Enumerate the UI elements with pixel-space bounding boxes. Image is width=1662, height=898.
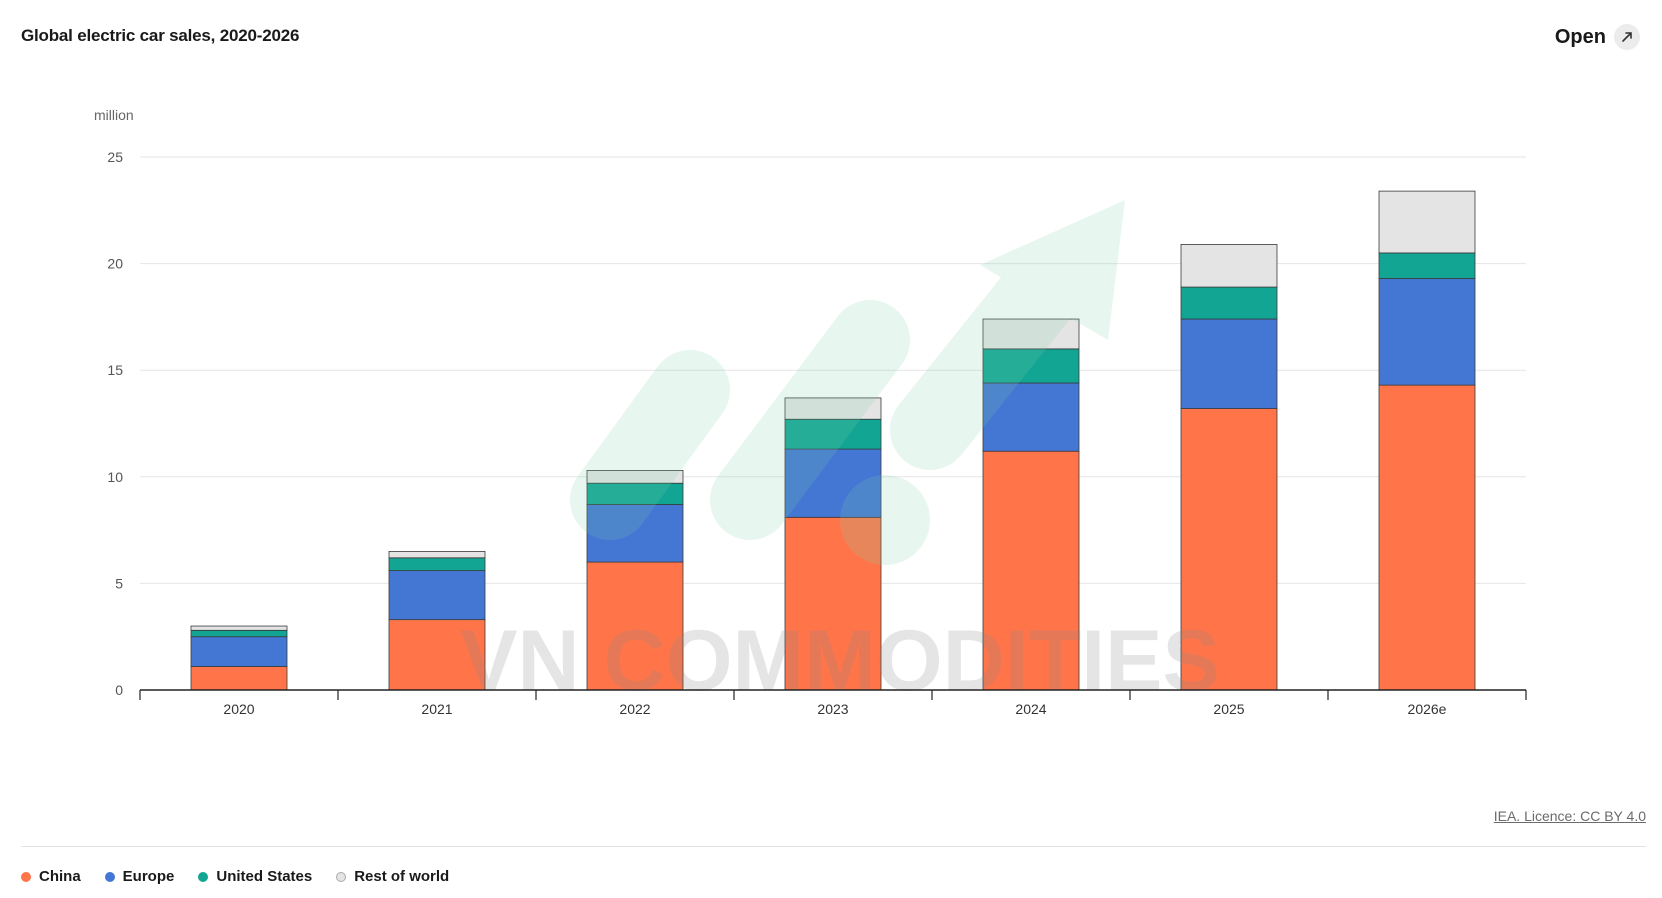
bar-segment-united-states[interactable]: [784, 418, 882, 450]
bar-segment-europe[interactable]: [190, 636, 288, 667]
legend-item-europe[interactable]: Europe: [104, 868, 175, 885]
bar-segment-europe[interactable]: [1378, 278, 1476, 386]
legend-dot: [336, 871, 347, 882]
legend-dot: [21, 871, 31, 882]
legend-divider: [21, 846, 1646, 847]
y-tick-label: 20: [107, 256, 123, 272]
y-tick-label: 25: [107, 149, 123, 165]
x-tick-label: 2026e: [1408, 701, 1447, 717]
bar-segment-rest-of-world[interactable]: [1378, 190, 1476, 254]
legend-dot: [104, 871, 115, 882]
open-button[interactable]: Open: [1555, 24, 1640, 50]
bar-segment-china[interactable]: [190, 666, 288, 691]
watermark-text: VN COMMODITIES: [460, 613, 1220, 709]
bar-segment-europe[interactable]: [1180, 318, 1278, 409]
bar-segment-rest-of-world[interactable]: [1180, 244, 1278, 288]
watermark-arrow-graphic: [570, 200, 1125, 565]
watermark-layer: VN COMMODITIES: [460, 200, 1220, 709]
bar-segment-china[interactable]: [1180, 408, 1278, 691]
x-tick-label: 2025: [1213, 701, 1244, 717]
bar-segment-china[interactable]: [388, 619, 486, 691]
bar-segment-rest-of-world[interactable]: [388, 551, 486, 559]
legend-label: China: [39, 868, 81, 885]
legend-label: Rest of world: [354, 868, 450, 885]
legend-label: United States: [216, 868, 313, 885]
bar-segment-europe[interactable]: [388, 570, 486, 621]
x-tick-label: 2023: [817, 701, 848, 717]
bar-segment-united-states[interactable]: [190, 629, 288, 638]
legend-label: Europe: [122, 868, 175, 885]
bar-segment-united-states[interactable]: [1378, 252, 1476, 279]
licence-link[interactable]: IEA. Licence: CC BY 4.0: [1493, 808, 1646, 824]
bars-layer: [190, 190, 1476, 691]
bar-segment-europe[interactable]: [982, 382, 1080, 452]
x-tick-label: 2020: [223, 701, 254, 717]
legend-item-rest-of-world[interactable]: Rest of world: [336, 868, 449, 885]
legend-dot: [198, 871, 209, 882]
x-tick-label: 2021: [421, 701, 452, 717]
y-tick-label: 10: [107, 469, 123, 485]
bar-segment-rest-of-world[interactable]: [784, 397, 882, 420]
legend: China Europe United States Rest of world: [21, 868, 449, 885]
external-link-icon: [1614, 24, 1640, 50]
y-tick-label: 0: [115, 682, 123, 698]
x-tick-label: 2024: [1015, 701, 1046, 717]
bar-segment-rest-of-world[interactable]: [586, 470, 684, 484]
open-button-label: Open: [1554, 25, 1606, 48]
legend-item-china[interactable]: China: [21, 868, 81, 885]
bar-segment-europe[interactable]: [586, 504, 684, 563]
y-tick-label: 15: [107, 362, 123, 378]
bar-segment-united-states[interactable]: [982, 348, 1080, 384]
chart-title: Global electric car sales, 2020-2026: [21, 26, 300, 45]
bar-segment-china[interactable]: [1378, 384, 1476, 691]
bar-segment-united-states[interactable]: [388, 557, 486, 572]
bar-segment-rest-of-world[interactable]: [982, 318, 1080, 350]
x-tick-label: 2022: [619, 701, 650, 717]
legend-item-united-states[interactable]: United States: [198, 868, 312, 885]
bar-segment-china[interactable]: [982, 450, 1080, 691]
y-tick-label: 5: [115, 575, 123, 591]
bar-segment-united-states[interactable]: [1180, 286, 1278, 320]
bar-segment-rest-of-world[interactable]: [190, 625, 288, 631]
y-axis-label: million: [94, 107, 134, 123]
bar-segment-china[interactable]: [586, 561, 684, 691]
bar-segment-china[interactable]: [784, 516, 882, 691]
